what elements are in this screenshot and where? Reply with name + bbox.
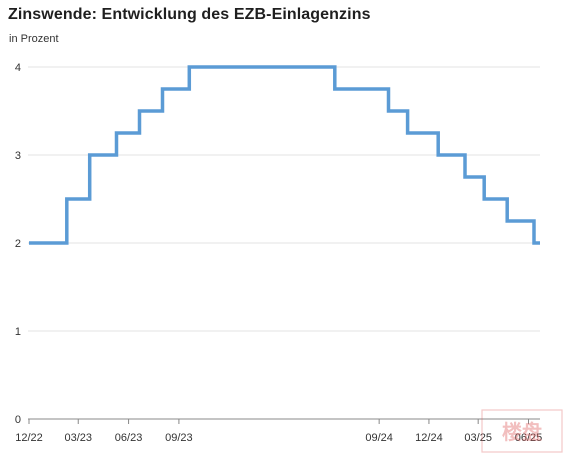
chart-subtitle: in Prozent (9, 33, 59, 45)
y-tick-label: 1 (15, 326, 21, 338)
x-tick-label: 03/25 (464, 432, 492, 444)
watermark-frame (481, 409, 563, 453)
series-line (29, 65, 540, 245)
chart-title: Zinswende: Entwicklung des EZB-Einlagenz… (8, 6, 371, 23)
y-tick-label: 0 (15, 414, 21, 426)
x-tick-label: 06/25 (515, 432, 543, 444)
y-tick-label: 4 (15, 62, 21, 74)
x-tick-label: 12/24 (415, 432, 443, 444)
watermark-text: 楼盘 (502, 420, 542, 444)
y-tick-label: 3 (15, 150, 21, 162)
y-tick-label: 2 (15, 238, 21, 250)
x-tick-label: 03/23 (64, 432, 92, 444)
x-tick-label: 12/22 (15, 432, 43, 444)
x-tick-label: 09/24 (365, 432, 393, 444)
x-tick-label: 06/23 (115, 432, 143, 444)
x-tick-label: 09/23 (165, 432, 193, 444)
